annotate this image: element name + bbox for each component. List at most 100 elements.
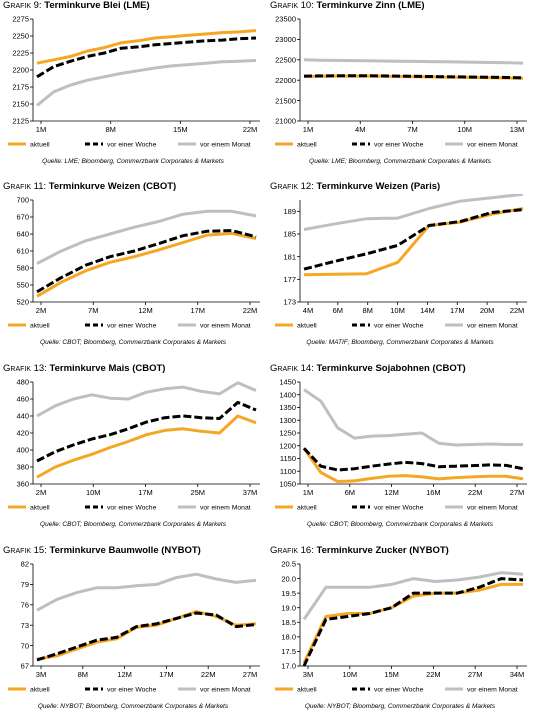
x-tick-label: 12M (138, 306, 153, 315)
chart-panel: Grafik 15: Terminkurve Baumwolle (NYBOT)… (0, 545, 266, 724)
chart-source: Quelle: NYBOT; Bloomberg, Commerzbank Co… (304, 703, 496, 710)
x-tick-label: 13M (510, 125, 525, 134)
y-tick-label: 360 (16, 480, 29, 489)
chart-source: Quelle: LME; Bloomberg, Commerzbank Corp… (309, 158, 491, 165)
chart-title-text: Terminkurve Baumwolle (NYBOT) (49, 545, 201, 556)
legend-label-aktuell: aktuell (297, 142, 317, 149)
legend-label-aktuell: aktuell (30, 505, 50, 512)
y-tick-label: 23000 (275, 35, 296, 44)
y-tick-label: 23500 (275, 15, 296, 24)
legend-label-aktuell: aktuell (30, 323, 50, 330)
legend-label-month: vor einem Monat (467, 505, 518, 512)
y-tick-label: 22000 (275, 76, 296, 85)
x-tick-label: 25M (190, 488, 205, 497)
x-tick-label: 3M (36, 670, 46, 679)
x-tick-label: 22M (510, 306, 525, 315)
x-tick-label: 10M (86, 488, 101, 497)
y-tick-label: 580 (16, 264, 29, 273)
series-line-month (303, 58, 524, 65)
x-tick-label: 17M (138, 488, 153, 497)
y-tick-label: 420 (16, 429, 29, 438)
y-tick-label: 67 (21, 662, 29, 671)
series-line-aktuell (302, 582, 523, 664)
y-tick-label: 610 (16, 247, 29, 256)
y-tick-label: 1250 (279, 429, 296, 438)
chart-number: Grafik 9: (3, 0, 45, 11)
line-chart: 173 177 181 185 189 4M 6M 8M 10M 14M 17M 20M 22M aktu… (275, 194, 527, 330)
legend-label-aktuell: aktuell (297, 323, 317, 330)
y-tick-label: 76 (21, 601, 29, 610)
chart-title: Grafik 13: Terminkurve Mais (CBOT) (3, 363, 165, 374)
chart-source: Quelle: MATIF; Bloomberg, Commerzbank Co… (306, 339, 494, 346)
chart-title-text: Terminkurve Weizen (Paris) (316, 181, 441, 192)
chart-title: Grafik 15: Terminkurve Baumwolle (NYBOT) (3, 545, 201, 556)
y-tick-label: 520 (16, 298, 29, 307)
x-tick-label: 4M (355, 125, 365, 134)
series-line-aktuell (303, 207, 524, 277)
line-chart: 17.0 17.5 18.0 18.5 19.0 19.5 20.0 20.5 3M 10M 15M… (275, 560, 527, 694)
chart-panel: Grafik 14: Terminkurve Sojabohnen (CBOT)… (267, 363, 533, 542)
y-tick-label: 460 (16, 395, 29, 404)
x-tick-label: 17M (190, 306, 205, 315)
chart-title-text: Terminkurve Zucker (NYBOT) (316, 545, 449, 556)
chart-number: Grafik 12: (270, 181, 317, 192)
chart-title: Grafik 16: Terminkurve Zucker (NYBOT) (270, 545, 449, 556)
y-tick-label: 440 (16, 412, 29, 421)
line-chart: 360 380 400 420 440 460 480 2M 10M 17M 25M 37M aktue… (8, 378, 260, 512)
chart-number: Grafik 11: (3, 181, 49, 192)
legend-label-aktuell: aktuell (297, 687, 317, 694)
legend-label-month: vor einem Monat (467, 687, 518, 694)
chart-source: Quelle: LME; Bloomberg, Commerzbank Corp… (42, 158, 224, 165)
series-line-week (302, 577, 524, 667)
y-tick-label: 18.5 (281, 618, 296, 627)
x-tick-label: 4M (303, 306, 313, 315)
y-tick-label: 2250 (12, 32, 29, 41)
chart-panel: Grafik 16: Terminkurve Zucker (NYBOT) 17.… (267, 545, 533, 724)
y-tick-label: 189 (283, 207, 296, 216)
x-tick-label: 10M (343, 670, 358, 679)
y-tick-label: 1200 (279, 441, 296, 450)
line-chart: 520 550 580 610 640 670 700 2M 7M 12M 17M 22M aktuel… (8, 196, 260, 330)
x-tick-label: 17M (159, 670, 174, 679)
x-tick-label: 16M (426, 488, 441, 497)
x-tick-label: 15M (384, 670, 399, 679)
chart-number: Grafik 13: (3, 363, 50, 374)
chart-title-text: Terminkurve Sojabohnen (CBOT) (316, 363, 466, 374)
series-line-week (302, 447, 524, 472)
x-tick-label: 34M (510, 670, 525, 679)
series-line-month (36, 209, 257, 265)
y-tick-label: 2275 (12, 15, 29, 24)
series-line-week (36, 36, 257, 79)
x-tick-label: 1M (303, 488, 313, 497)
y-tick-label: 22500 (275, 56, 296, 65)
y-tick-label: 20.0 (281, 574, 296, 583)
x-tick-label: 22M (426, 670, 441, 679)
legend-label-month: vor einem Monat (200, 687, 251, 694)
chart-panel: Grafik 12: Terminkurve Weizen (Paris) 173… (267, 181, 533, 360)
chart-panel: Grafik 11: Terminkurve Weizen (CBOT) 520 5… (0, 181, 266, 360)
line-chart: 67 70 73 76 79 82 3M 8M 12M 17M 22M 27M aktuell vor e… (8, 560, 260, 694)
chart-number: Grafik 15: (3, 545, 50, 556)
y-tick-label: 2175 (12, 83, 29, 92)
legend-label-week: vor einer Woche (374, 687, 424, 694)
chart-source: Quelle: CBOT; Bloomberg, Commerzbank Cor… (40, 521, 226, 528)
legend-label-week: vor einer Woche (107, 687, 157, 694)
legend-label-month: vor einem Monat (467, 323, 518, 330)
chart-title: Grafik 11: Terminkurve Weizen (CBOT) (3, 181, 176, 192)
y-tick-label: 1300 (279, 416, 296, 425)
legend-label-week: vor einer Woche (374, 505, 424, 512)
series-line-week (36, 400, 257, 463)
chart-panel: Grafik 9: Terminkurve Blei (LME) 2125 2150… (0, 0, 266, 179)
y-tick-label: 2125 (12, 117, 29, 126)
x-tick-label: 27M (468, 670, 483, 679)
legend-label-month: vor einem Monat (467, 142, 518, 149)
x-tick-label: 10M (390, 306, 405, 315)
x-tick-label: 22M (243, 125, 258, 134)
y-tick-label: 2225 (12, 49, 29, 58)
y-tick-label: 1050 (279, 480, 296, 489)
series-line-week (303, 74, 524, 80)
series-line-week (36, 611, 257, 662)
legend-label-month: vor einem Monat (200, 142, 251, 149)
y-tick-label: 21000 (275, 117, 296, 126)
x-tick-label: 37M (243, 488, 258, 497)
